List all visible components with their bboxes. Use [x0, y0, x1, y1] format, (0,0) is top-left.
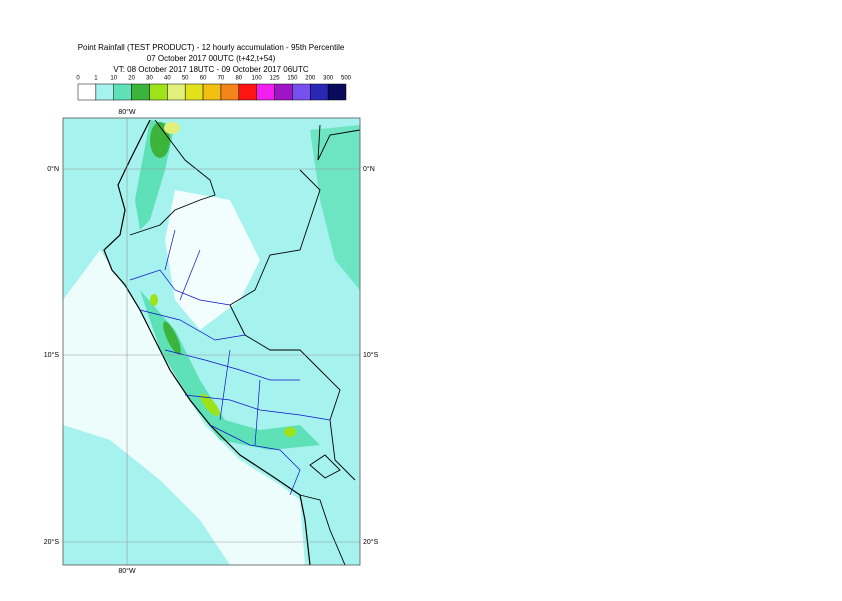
map: [63, 118, 360, 565]
legend-label: 150: [287, 76, 298, 82]
graticule: [63, 118, 360, 565]
legend-label: 20: [128, 76, 135, 82]
heavy-rain: [164, 122, 180, 134]
legend-label: 500: [341, 76, 352, 82]
base-time: 07 October 2017 00UTC (t+42,t+54): [147, 54, 276, 63]
legend-label: 50: [182, 76, 189, 82]
legend-swatch: [292, 83, 311, 101]
legend-swatch: [310, 83, 329, 101]
wet-area: [140, 290, 320, 450]
lon-label: 80°W: [118, 108, 136, 116]
lat-label: 20°S: [44, 538, 60, 546]
legend-label: 300: [323, 76, 334, 82]
legend-label: 125: [270, 76, 281, 82]
country-borders: [129, 119, 360, 565]
legend-label: 70: [218, 76, 225, 82]
legend-swatch: [113, 83, 132, 101]
legend-label: 30: [146, 76, 153, 82]
dry-area: [63, 250, 305, 565]
dry-area: [165, 190, 260, 330]
legend-swatch: [77, 83, 97, 101]
legend-label: 0: [76, 76, 80, 82]
regional-borders: [129, 229, 331, 496]
lat-label: 10°S: [363, 351, 379, 359]
legend-swatch: [131, 83, 150, 101]
legend-swatch: [202, 83, 222, 101]
legend-label: 10: [110, 76, 117, 82]
legend-label: 100: [252, 76, 263, 82]
legend: 0 1 10 20 30 40 50 60 70 80 100 125 150 200 300 500: [76, 76, 352, 101]
legend-label: 80: [235, 76, 242, 82]
heavy-rain: [284, 427, 296, 437]
legend-label: 40: [164, 76, 171, 82]
heavy-rain: [163, 321, 181, 355]
coastline: [103, 119, 311, 565]
legend-swatch: [149, 83, 168, 101]
lat-labels: 0°N 0°N 10°S 10°S 20°S 20°S: [44, 165, 379, 546]
lat-label: 0°N: [47, 165, 59, 173]
legend-swatch: [95, 83, 114, 101]
legend-swatch: [327, 83, 347, 101]
legend-swatch: [238, 83, 257, 101]
legend-swatch: [220, 83, 240, 101]
legend-swatch: [274, 83, 293, 101]
map-frame: [62, 117, 361, 566]
heavy-rain: [150, 122, 170, 158]
legend-label: 200: [305, 76, 316, 82]
legend-swatch: [184, 83, 204, 101]
lat-label: 20°S: [363, 538, 379, 546]
lon-label: 80°W: [118, 567, 136, 575]
valid-time: VT: 08 October 2017 18UTC - 09 October 2…: [113, 65, 308, 74]
lat-label: 10°S: [44, 351, 60, 359]
legend-label: 1: [94, 76, 98, 82]
heavy-rain: [200, 393, 220, 417]
legend-swatch: [167, 83, 186, 101]
legend-label: 60: [200, 76, 207, 82]
heavy-rain: [150, 294, 158, 306]
title: Point Rainfall (TEST PRODUCT) - 12 hourl…: [78, 43, 345, 52]
legend-swatch: [256, 83, 275, 101]
wet-area: [310, 125, 360, 290]
lat-label: 0°N: [363, 165, 375, 173]
